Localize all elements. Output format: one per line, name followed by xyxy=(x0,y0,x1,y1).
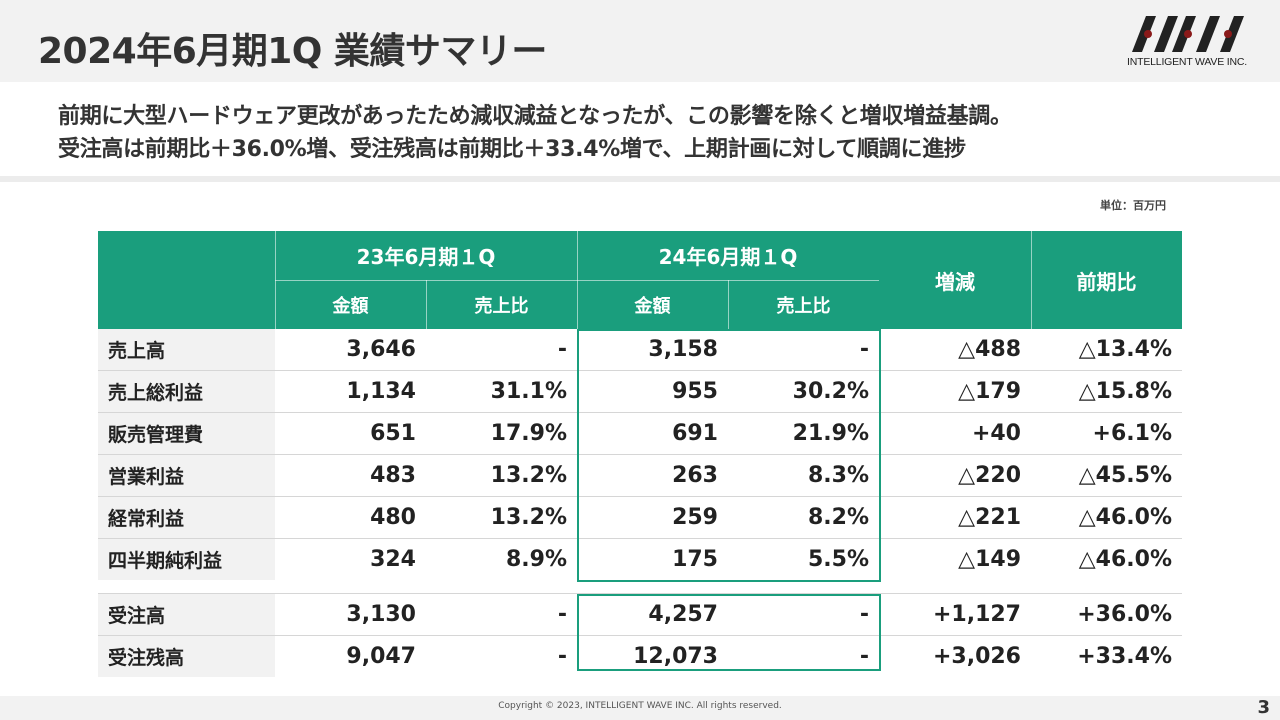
row-label: 受注残高 xyxy=(98,636,275,677)
cell-change: △179 xyxy=(958,379,1021,404)
cell-curr-ratio: 8.3% xyxy=(807,463,869,488)
cell-prev-amount: 483 xyxy=(370,463,416,488)
table-row: 受注残高 9,047 - 12,073 - +3,026 +33.4% xyxy=(98,636,1182,678)
table-row: 販売管理費 651 17.9% 691 21.9% +40 +6.1% xyxy=(98,413,1182,455)
cell-curr-ratio: 5.5% xyxy=(807,547,869,572)
row-label: 営業利益 xyxy=(98,455,275,496)
cell-curr-amount: 175 xyxy=(672,547,718,572)
cell-change: +40 xyxy=(971,421,1021,446)
cell-prev-amount: 480 xyxy=(370,505,416,530)
header-curr-period: 24年6月期１Q xyxy=(658,245,798,269)
cell-change: △149 xyxy=(958,547,1021,572)
header-curr-amount: 金額 xyxy=(634,295,671,317)
cell-curr-ratio: - xyxy=(859,337,869,362)
cell-change: +1,127 xyxy=(932,602,1021,627)
cell-curr-ratio: 30.2% xyxy=(792,379,869,404)
summary-line-1: 前期に大型ハードウェア更改があったため減収減益となったが、この影響を除くと増収増… xyxy=(58,104,1012,129)
cell-curr-amount: 263 xyxy=(672,463,718,488)
header-yoy: 前期比 xyxy=(1076,269,1137,294)
current-orders-highlight xyxy=(577,594,881,671)
table-row: 経常利益 480 13.2% 259 8.2% △221 △46.0% xyxy=(98,497,1182,539)
cell-yoy: △15.8% xyxy=(1078,379,1172,404)
page-number: 3 xyxy=(1257,697,1270,718)
table-row: 売上高 3,646 - 3,158 - △488 △13.4% xyxy=(98,329,1182,371)
page-title: 2024年6月期1Q 業績サマリー xyxy=(38,31,547,72)
cell-prev-amount: 324 xyxy=(370,547,416,572)
cell-curr-amount: 4,257 xyxy=(648,602,718,627)
table-row: 受注高 3,130 - 4,257 - +1,127 +36.0% xyxy=(98,594,1182,636)
cell-yoy: +36.0% xyxy=(1077,602,1172,627)
cell-prev-amount: 3,130 xyxy=(346,602,416,627)
cell-curr-amount: 3,158 xyxy=(648,337,718,362)
cell-curr-amount: 955 xyxy=(672,379,718,404)
header-curr-ratio: 売上比 xyxy=(776,295,831,317)
company-logo: INTELLIGENT WAVE INC. xyxy=(1122,12,1252,74)
cell-yoy: △13.4% xyxy=(1078,337,1172,362)
header-change: 増減 xyxy=(935,269,975,294)
table-row: 営業利益 483 13.2% 263 8.3% △220 △45.5% xyxy=(98,455,1182,497)
row-label: 受注高 xyxy=(98,594,275,635)
header-prev-ratio: 売上比 xyxy=(474,295,529,317)
table-row: 売上総利益 1,134 31.1% 955 30.2% △179 △15.8% xyxy=(98,371,1182,413)
cell-curr-ratio: - xyxy=(859,602,869,627)
row-label: 販売管理費 xyxy=(98,413,275,454)
cell-curr-amount: 12,073 xyxy=(633,644,718,669)
copyright: Copyright © 2023, INTELLIGENT WAVE INC. … xyxy=(498,701,782,711)
cell-prev-ratio: 13.2% xyxy=(490,463,567,488)
unit-label: 単位：百万円 xyxy=(1100,199,1166,212)
cell-curr-amount: 259 xyxy=(672,505,718,530)
row-label: 経常利益 xyxy=(98,497,275,538)
cell-prev-ratio: 17.9% xyxy=(490,421,567,446)
footer: Copyright © 2023, INTELLIGENT WAVE INC. … xyxy=(0,696,1280,720)
cell-prev-ratio: - xyxy=(557,602,567,627)
summary-box: 前期に大型ハードウェア更改があったため減収減益となったが、この影響を除くと増収増… xyxy=(0,82,1280,182)
cell-prev-ratio: 8.9% xyxy=(505,547,567,572)
header-prev-period: 23年6月期１Q xyxy=(356,245,496,269)
cell-curr-ratio: 21.9% xyxy=(792,421,869,446)
cell-change: +3,026 xyxy=(932,644,1021,669)
row-label: 売上高 xyxy=(98,329,275,370)
cell-prev-amount: 651 xyxy=(370,421,416,446)
cell-prev-amount: 9,047 xyxy=(346,644,416,669)
cell-change: △488 xyxy=(958,337,1021,362)
cell-prev-amount: 1,134 xyxy=(346,379,416,404)
cell-yoy: +33.4% xyxy=(1077,644,1172,669)
header-prev-amount: 金額 xyxy=(332,295,369,317)
summary-line-2: 受注高は前期比＋36.0%増、受注残高は前期比＋33.4%増で、上期計画に対して… xyxy=(58,137,966,162)
cell-prev-ratio: 31.1% xyxy=(490,379,567,404)
table-header: 23年6月期１Q 24年6月期１Q 金額 売上比 金額 売上比 増減 前期比 xyxy=(98,231,1182,329)
logo-text: INTELLIGENT WAVE INC. xyxy=(1127,56,1247,68)
cell-change: △221 xyxy=(958,505,1021,530)
current-period-highlight xyxy=(577,329,881,582)
iwi-logo-icon xyxy=(1132,16,1244,52)
cell-yoy: △46.0% xyxy=(1078,547,1172,572)
cell-curr-ratio: 8.2% xyxy=(807,505,869,530)
row-label: 売上総利益 xyxy=(98,371,275,412)
cell-prev-amount: 3,646 xyxy=(346,337,416,362)
cell-prev-ratio: - xyxy=(557,337,567,362)
cell-yoy: △45.5% xyxy=(1078,463,1172,488)
cell-prev-ratio: 13.2% xyxy=(490,505,567,530)
cell-yoy: +6.1% xyxy=(1092,421,1172,446)
cell-yoy: △46.0% xyxy=(1078,505,1172,530)
table-row: 四半期純利益 324 8.9% 175 5.5% △149 △46.0% xyxy=(98,539,1182,581)
cell-curr-ratio: - xyxy=(859,644,869,669)
row-label: 四半期純利益 xyxy=(98,539,275,580)
cell-curr-amount: 691 xyxy=(672,421,718,446)
cell-change: △220 xyxy=(958,463,1021,488)
title-bar: 2024年6月期1Q 業績サマリー INTELLIGENT WAVE INC. xyxy=(0,0,1280,82)
cell-prev-ratio: - xyxy=(557,644,567,669)
